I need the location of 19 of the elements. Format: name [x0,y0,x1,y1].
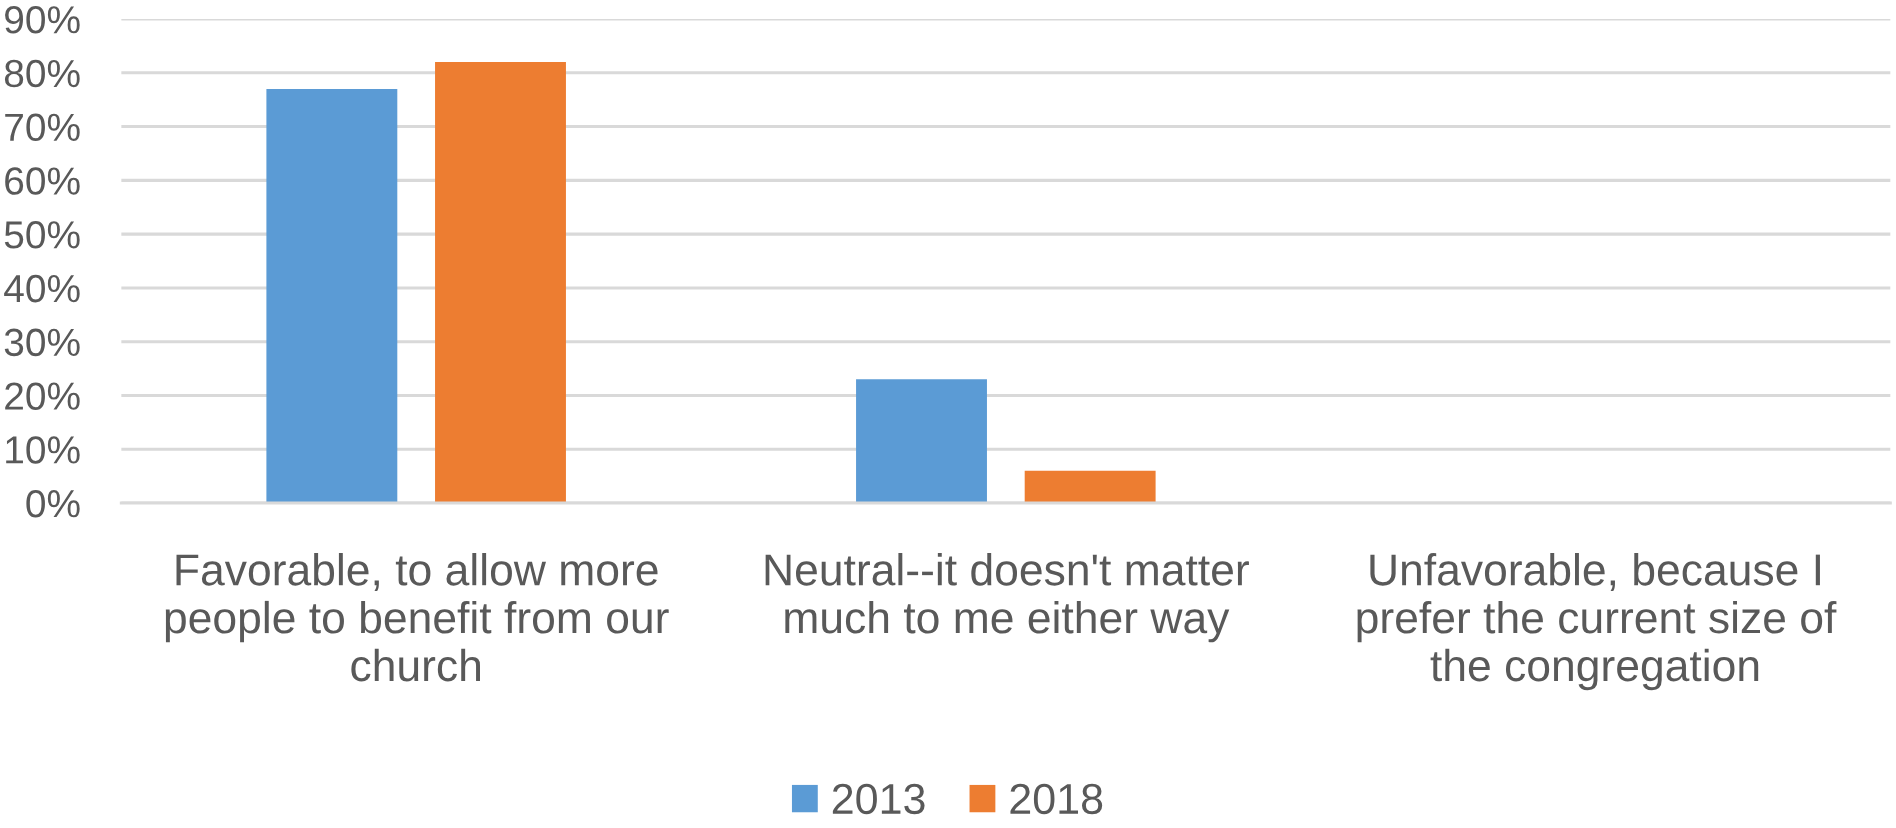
x-tick-label: Unfavorable, because I prefer the current size of the congregation [1357,553,1837,691]
y-tick-label: 90% [5,5,80,34]
bar [856,379,987,504]
y-tick-label: 30% [4,328,80,357]
y-tick-label: 60% [5,167,80,195]
x-tick-label: Favorable, to allow more people to benefit from our church [165,553,669,682]
y-tick-label: 10% [6,436,80,464]
bar [266,88,398,504]
bar [435,62,566,504]
y-tick-label: 80% [4,59,80,88]
bar [1024,470,1156,504]
y-tick-label: 50% [4,221,80,249]
y-tick-label: 40% [4,274,80,303]
y-tick-label: 0% [26,489,80,518]
legend-label: 2018 [1010,783,1103,815]
y-tick-label: 70% [5,113,80,142]
x-tick-label: Neutral--it doesn't matter much to me either way [765,553,1249,643]
legend-label: 2013 [832,783,925,815]
y-tick-label: 20% [5,382,80,410]
